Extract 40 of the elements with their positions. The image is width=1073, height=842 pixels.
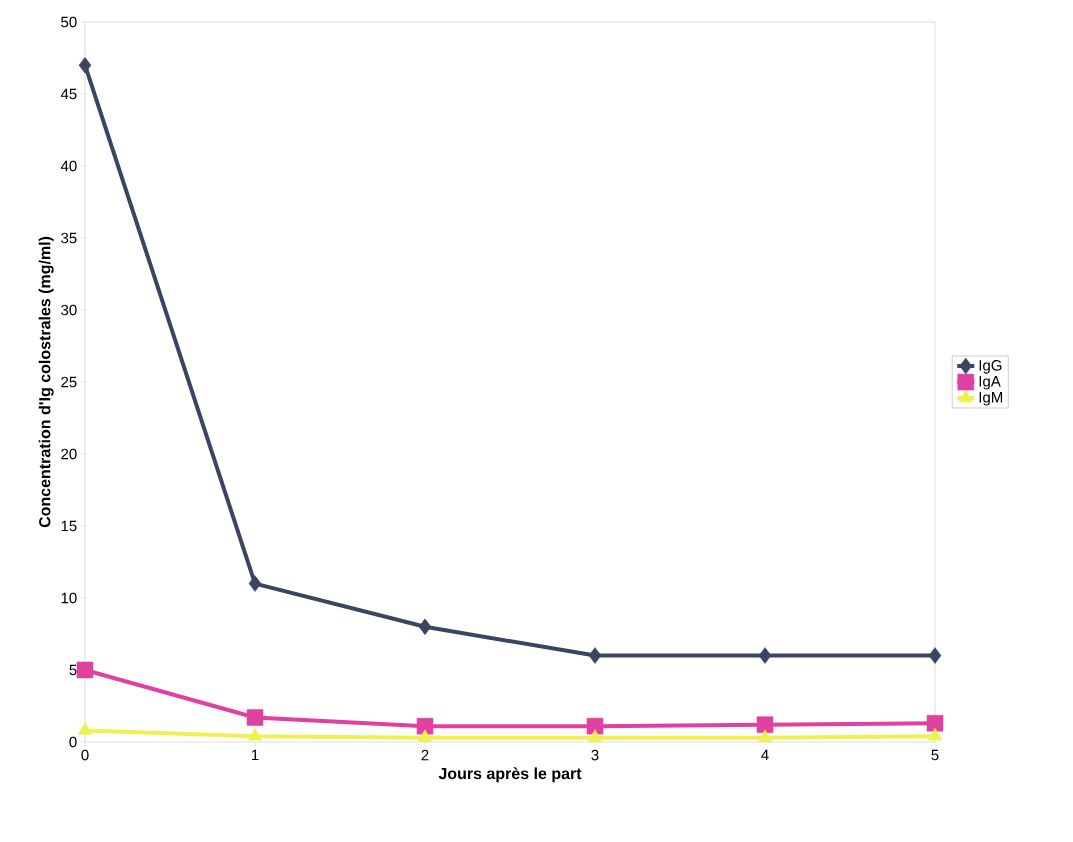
y-tick-label: 0	[69, 736, 77, 748]
y-tick-label: 10	[61, 592, 77, 604]
legend-label: IgM	[979, 392, 1003, 406]
point	[76, 661, 94, 679]
point	[248, 575, 262, 592]
y-tick-label: 45	[60, 88, 77, 100]
legend-label: IgG	[979, 360, 1002, 374]
x-tick-label: 1	[251, 749, 259, 761]
y-tick-label: 20	[61, 448, 77, 460]
y-tick-label: 5	[69, 664, 77, 676]
y-tick-label: 35	[61, 232, 77, 244]
x-axis-title: Jours après le part	[438, 767, 582, 783]
y-axis-title: Concentration d'Ig colostrales (mg/ml)	[38, 236, 54, 528]
point	[757, 729, 773, 742]
point	[756, 716, 774, 733]
point	[77, 722, 93, 735]
x-tick-label: 2	[421, 749, 429, 761]
y-tick-label: 15	[61, 520, 77, 532]
point	[588, 647, 602, 664]
y-tick-label: 30	[61, 304, 77, 316]
y-tick-label: 40	[60, 160, 77, 172]
point	[417, 729, 433, 742]
point	[78, 56, 92, 74]
point	[246, 709, 264, 726]
x-tick-label: 3	[591, 749, 599, 761]
point	[926, 715, 944, 732]
point	[416, 717, 434, 735]
point	[418, 618, 432, 636]
y-tick-label: 25	[61, 376, 77, 388]
x-tick-label: 4	[761, 749, 769, 761]
y-tick-label: 50	[61, 16, 77, 28]
point	[247, 727, 263, 741]
point	[586, 717, 604, 735]
legend-label: IgA	[979, 376, 1001, 390]
point	[587, 729, 603, 742]
x-tick-label: 5	[931, 749, 939, 761]
point	[928, 647, 942, 664]
x-tick-label: 0	[81, 749, 89, 761]
point	[927, 727, 943, 741]
point	[758, 647, 772, 664]
